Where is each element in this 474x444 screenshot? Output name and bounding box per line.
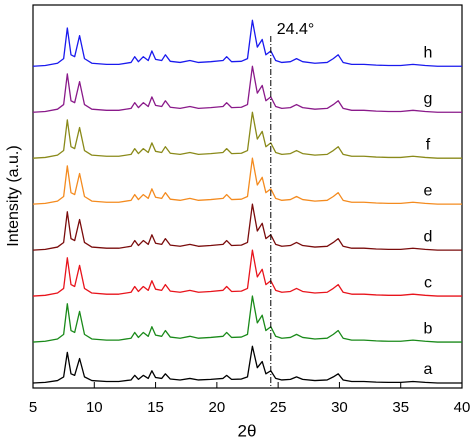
annotation-label: 24.4° <box>277 21 315 38</box>
x-tick-label: 40 <box>454 399 471 416</box>
series-label: e <box>424 182 433 199</box>
series-line <box>32 295 462 343</box>
plot-frame <box>32 4 463 389</box>
series-line <box>32 345 462 384</box>
x-tick-label: 35 <box>392 399 409 416</box>
series-label: b <box>424 320 433 337</box>
series-label: a <box>424 361 433 378</box>
series-line <box>32 19 462 67</box>
series-line <box>32 203 462 251</box>
x-tick-label: 15 <box>147 399 164 416</box>
y-axis-label: Intensity (a.u.) <box>5 145 22 246</box>
x-tick-label: 20 <box>209 399 226 416</box>
series-label: g <box>424 90 433 107</box>
series-line <box>32 65 462 113</box>
x-tick-label: 10 <box>86 399 103 416</box>
series-label: c <box>424 274 432 291</box>
x-axis-label: 2θ <box>238 421 257 440</box>
series-label: f <box>426 136 431 153</box>
x-tick-label: 25 <box>270 399 287 416</box>
series-label: d <box>424 228 433 245</box>
series-line <box>32 111 462 159</box>
series-label: h <box>424 44 433 61</box>
x-tick-label: 5 <box>29 399 37 416</box>
series-line <box>32 249 462 297</box>
series-line <box>32 157 462 205</box>
x-tick-label: 30 <box>331 399 348 416</box>
